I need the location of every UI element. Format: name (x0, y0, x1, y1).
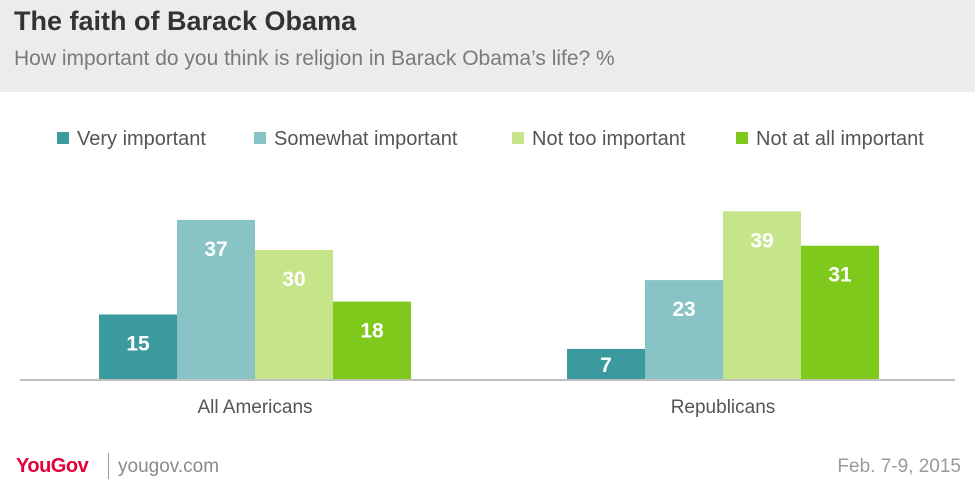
legend-swatch (57, 132, 69, 144)
bar (645, 280, 723, 379)
chart-subtitle: How important do you think is religion i… (14, 47, 615, 70)
legend-label: Not too important (532, 128, 686, 150)
bar (567, 348, 645, 379)
legend-swatch (736, 132, 748, 144)
bar (255, 250, 333, 379)
category-label: Republicans (671, 397, 776, 418)
data-label: 23 (672, 298, 695, 321)
footer-date: Feb. 7-9, 2015 (837, 456, 961, 477)
legend-swatch (512, 132, 524, 144)
bar (801, 245, 879, 379)
data-label: 18 (360, 320, 384, 343)
footer-site: yougov.com (118, 456, 220, 477)
legend-label: Very important (77, 128, 206, 150)
data-label: 30 (282, 268, 305, 291)
bar-chart: Very important Somewhat important Not too … (20, 128, 955, 418)
footer-divider (108, 453, 109, 479)
header-band: The faith of Barack Obama How important … (0, 0, 975, 92)
data-label: 7 (600, 354, 612, 377)
bar (177, 219, 255, 379)
data-label: 39 (750, 229, 773, 252)
data-label: 37 (204, 238, 227, 261)
bar (333, 301, 411, 379)
legend-label: Somewhat important (274, 128, 458, 150)
chart-title: The faith of Barack Obama (14, 6, 357, 36)
legend-swatch (254, 132, 266, 144)
data-label: 31 (828, 264, 852, 287)
data-label: 15 (126, 333, 150, 356)
bar (723, 211, 801, 379)
yougov-logo: YouGov (16, 455, 89, 477)
category-label: All Americans (197, 397, 312, 418)
legend-label: Not at all important (756, 128, 924, 150)
bar (99, 314, 177, 379)
